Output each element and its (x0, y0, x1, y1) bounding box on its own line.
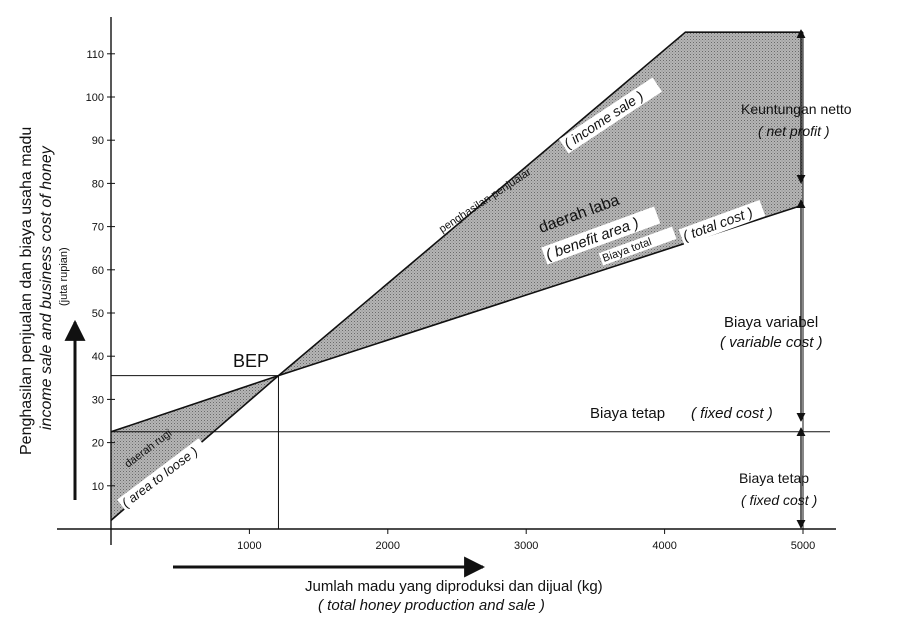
y-tick-label: 90 (92, 135, 104, 147)
bep-label: BEP (233, 351, 269, 371)
variable-cost-label-en: ( variable cost ) (720, 334, 823, 351)
total-cost-label-bg (598, 226, 677, 266)
net-profit-label: Keuntungan netto (741, 101, 852, 117)
benefit-area-region (278, 32, 803, 376)
y-tick-label: 10 (92, 481, 104, 493)
x-tick-label: 2000 (376, 540, 400, 552)
y-tick-label: 60 (92, 265, 104, 277)
fixed-cost-low-label: Biaya tetap (739, 470, 809, 486)
x-tick-label: 4000 (652, 540, 676, 552)
y-tick-label: 50 (92, 308, 104, 320)
y-tick-label: 80 (92, 178, 104, 190)
y-tick-label: 110 (86, 49, 104, 61)
x-tick-label: 5000 (791, 540, 815, 552)
x-tick-label: 1000 (237, 540, 261, 552)
loss-area-label-en-bg (117, 438, 209, 513)
net-profit-label-en: ( net profit ) (758, 123, 830, 139)
y-tick-label: 40 (92, 351, 104, 363)
y-tick-label: 70 (92, 222, 104, 234)
y-tick-label: 30 (92, 394, 104, 406)
x-axis-title-en: ( total honey production and sale ) (318, 597, 545, 614)
benefit-area-label-en-bg (541, 206, 661, 265)
y-axis-unit: (juta rupian) (58, 247, 70, 306)
income-line-label-en-bg (559, 77, 662, 154)
y-axis-ticks: 10 20 30 40 50 60 70 80 90 100 110 (86, 49, 115, 493)
fixed-cost-low-label-en: ( fixed cost ) (741, 492, 817, 508)
x-tick-label: 3000 (514, 540, 538, 552)
fixed-cost-mid-label: Biaya tetap (590, 405, 665, 422)
total-cost-line (110, 204, 804, 433)
y-axis-title-en: income sale and business cost of honey (38, 145, 55, 430)
fixed-cost-mid-label-en: ( fixed cost ) (691, 405, 773, 422)
y-axis-title: Penghasilan penjualan dan biaya usaha ma… (18, 127, 35, 455)
y-tick-label: 20 (92, 438, 104, 450)
x-axis-title: Jumlah madu yang diproduksi dan dijual (… (305, 578, 603, 595)
x-axis-ticks: 1000 2000 3000 4000 5000 (237, 529, 815, 552)
y-tick-label: 100 (86, 92, 104, 104)
variable-cost-label: Biaya variabel (724, 314, 818, 331)
total-cost-label-en-bg (678, 200, 766, 246)
